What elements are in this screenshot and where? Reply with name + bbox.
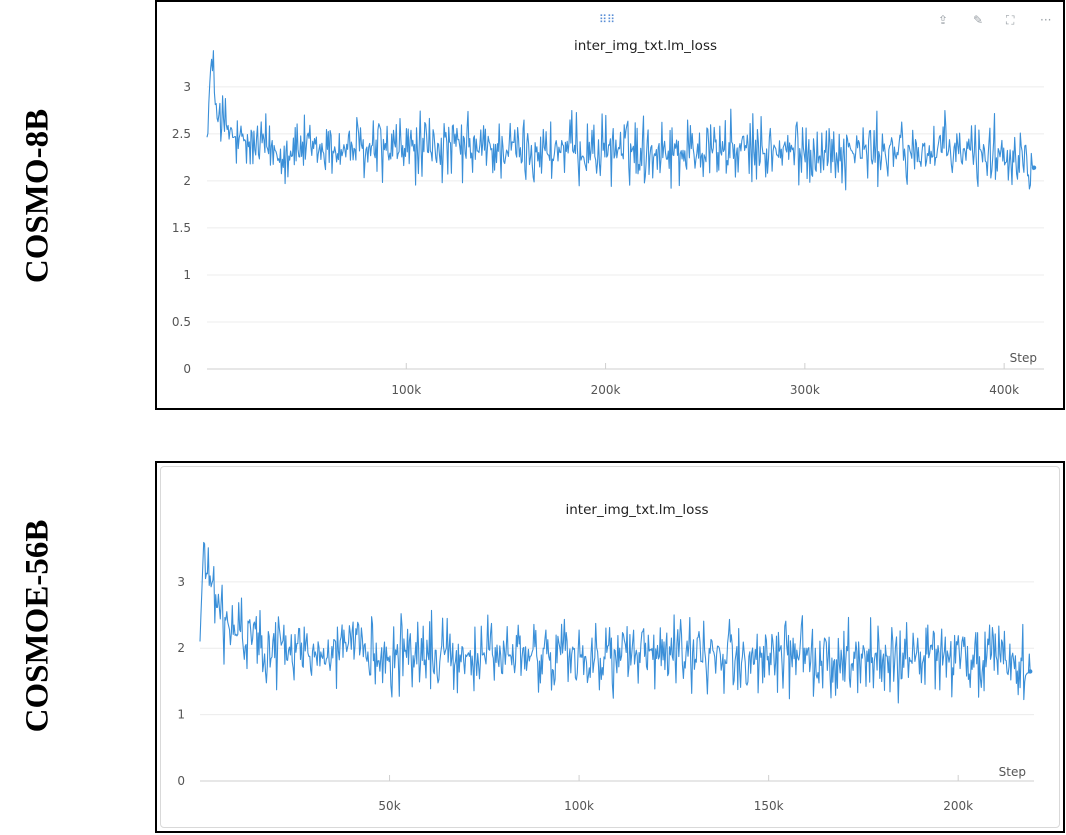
chart-svg-2: 0 1 2 3 50k 100k 150k 200k inter_img_txt.lm_loss… <box>177 502 1034 813</box>
x-axis-label: Step <box>999 765 1026 779</box>
x-tick-label: 50k <box>378 799 400 813</box>
more-icon[interactable]: ··· <box>1040 13 1052 27</box>
series-end-point <box>1028 669 1033 674</box>
y-tick-label: 3 <box>177 575 185 589</box>
y-tick-label: 0.5 <box>172 315 191 329</box>
fullscreen-icon[interactable]: ⛶ <box>1006 13 1015 27</box>
drag-handle-icon[interactable]: ⠿⠿ <box>599 13 616 26</box>
x-tick-label: 100k <box>391 383 421 397</box>
y-tick-label: 2 <box>177 641 185 655</box>
chart-panel-2: 0 1 2 3 50k 100k 150k 200k inter_img_txt.lm_loss… <box>155 461 1065 833</box>
series-line <box>199 541 1031 704</box>
y-tick-label: 1 <box>183 268 191 282</box>
pencil-icon[interactable]: ✎ <box>973 13 984 27</box>
y-tick-label: 0 <box>183 362 191 376</box>
y-tick-label: 3 <box>183 80 191 94</box>
y-tick-label: 0 <box>177 774 185 788</box>
y-tick-label: 2 <box>183 174 191 188</box>
x-tick-label: 200k <box>591 383 621 397</box>
row-label-cosmo-8b: COSMO-8B <box>19 108 56 284</box>
x-tick-label: 100k <box>564 799 594 813</box>
x-tick-label: 200k <box>943 799 973 813</box>
series-end-point <box>1031 165 1037 170</box>
x-axis-label: Step <box>1010 351 1037 365</box>
x-tick-label: 150k <box>754 799 784 813</box>
y-tick-label: 1.5 <box>172 221 191 235</box>
chart-panel-1: 0 0.5 1 1.5 2 2.5 3 100k 200k 300k 400k inter_img_t… <box>155 0 1065 410</box>
x-tick-label: 400k <box>989 383 1019 397</box>
chart-svg-1: 0 0.5 1 1.5 2 2.5 3 100k 200k 300k 400k inter_img_t… <box>172 38 1044 397</box>
row-label-cosmoe-56b: COSMOE-56B <box>19 519 56 733</box>
chart-title: inter_img_txt.lm_loss <box>565 502 708 518</box>
chart-title: inter_img_txt.lm_loss <box>574 38 717 54</box>
share-icon[interactable]: ⇪ <box>938 13 949 27</box>
y-tick-label: 1 <box>177 708 185 722</box>
y-tick-label: 2.5 <box>172 127 191 141</box>
x-tick-label: 300k <box>790 383 820 397</box>
series-line <box>206 50 1035 191</box>
